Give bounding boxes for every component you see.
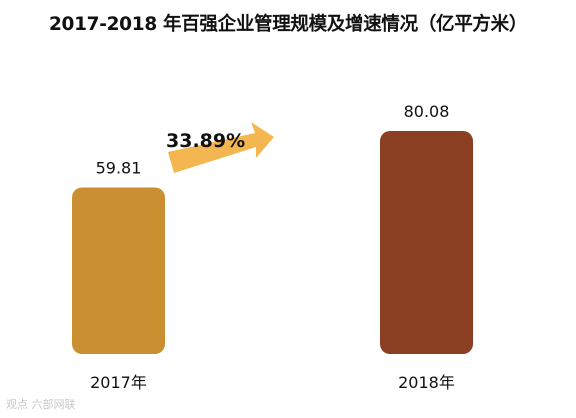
growth-arrow-icon (168, 122, 274, 173)
category-label: 2017年 (90, 373, 147, 392)
watermark: 观点 六部网联 (6, 398, 76, 411)
chart-title: 2017-2018 年百强企业管理规模及增速情况（亿平方米） (48, 14, 528, 35)
value-label: 59.81 (96, 158, 142, 177)
bar-2018年 (380, 131, 473, 354)
category-label: 2018年 (398, 373, 455, 392)
value-label: 80.08 (404, 102, 450, 121)
growth-annotation: 33.89% (166, 122, 274, 173)
growth-label: 33.89% (166, 130, 245, 152)
bar-2017年 (72, 187, 165, 354)
